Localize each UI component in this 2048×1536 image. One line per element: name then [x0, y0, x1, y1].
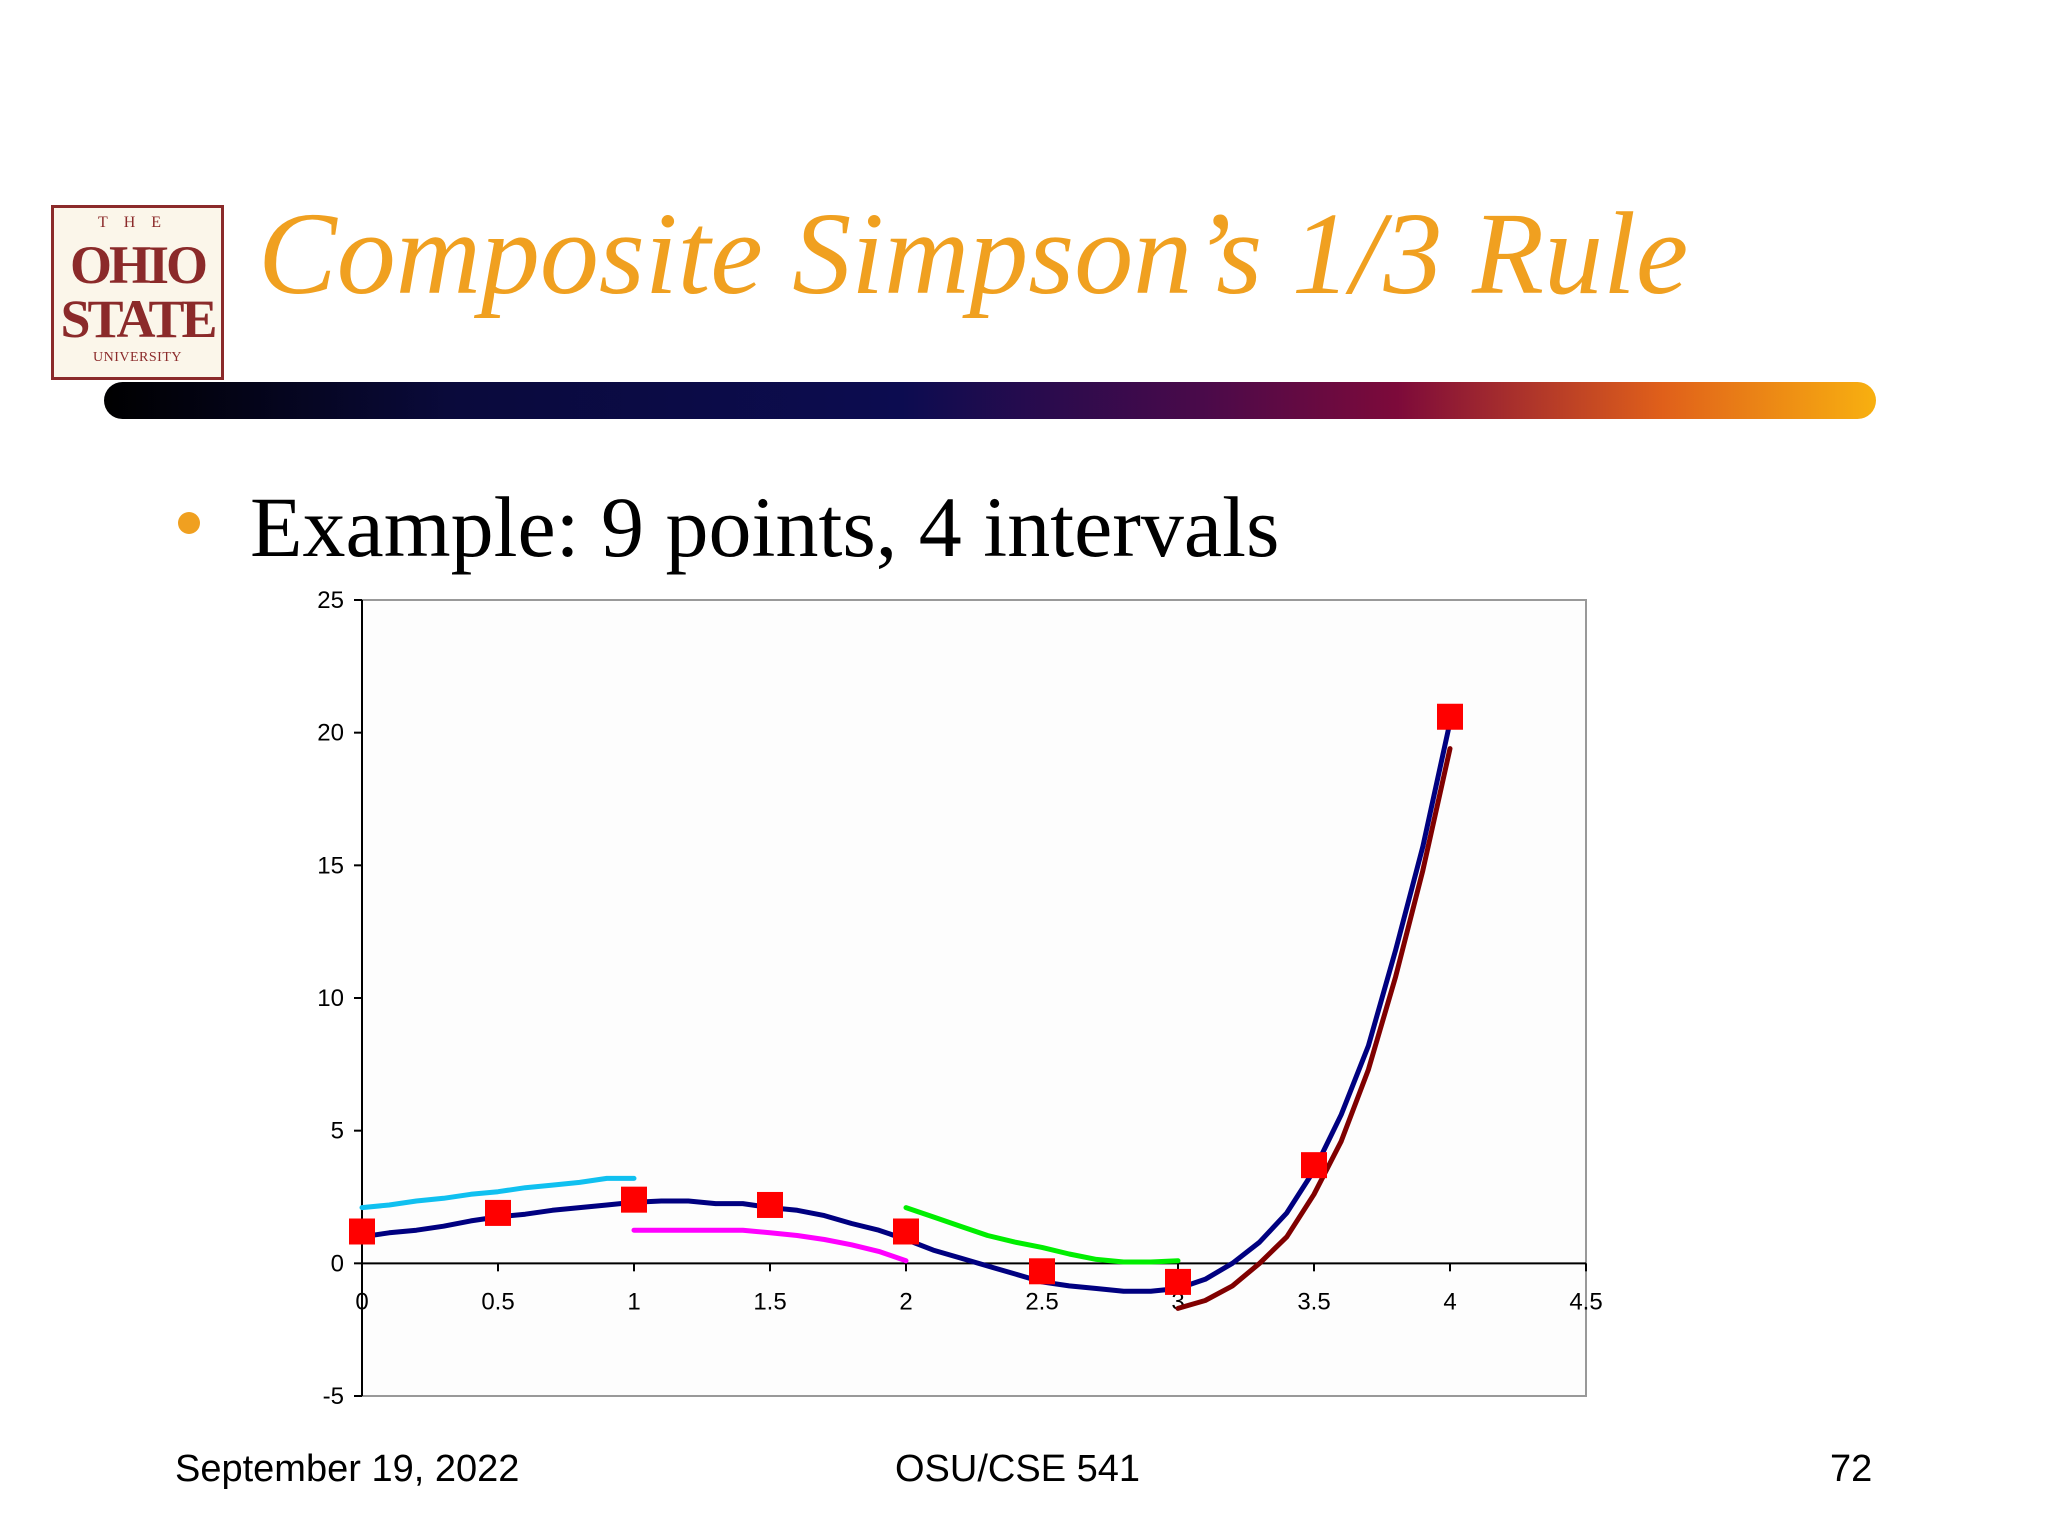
logo-the-text: THE — [97, 214, 178, 231]
y-tick-label: 15 — [317, 852, 344, 879]
logo-ohio-text: OHIO — [69, 235, 208, 295]
title-underline-bar — [104, 382, 1876, 419]
slide-number: 72 — [1830, 1448, 1873, 1490]
bullet-text: Example: 9 points, 4 intervals — [250, 479, 1280, 575]
parabola-segment-2 — [631, 1227, 909, 1264]
x-tick-label: 0 — [355, 1288, 368, 1315]
data-point — [893, 1218, 919, 1245]
y-tick-label: 20 — [317, 720, 344, 747]
parabola-segment-3 — [903, 1205, 1181, 1265]
x-tick-label: 4 — [1443, 1288, 1456, 1315]
footer-date: September 19, 2022 — [175, 1448, 520, 1490]
slide-title: Composite Simpson’s 1/3 Rule — [258, 188, 1689, 319]
data-point — [485, 1199, 511, 1226]
y-tick-label: 0 — [331, 1250, 344, 1277]
footer-course: OSU/CSE 541 — [895, 1448, 1140, 1490]
bullet-dot-icon — [178, 512, 200, 534]
x-tick-label: 1.5 — [753, 1288, 786, 1315]
y-tick-label: 5 — [331, 1118, 344, 1145]
parabola-segment-4 — [1175, 746, 1453, 1311]
data-point — [349, 1218, 375, 1245]
osu-logo: THE OHIO STATE UNIVERSITY — [51, 205, 224, 380]
y-tick-label: 25 — [317, 587, 344, 614]
logo-state-text: STATE — [60, 289, 217, 349]
data-point — [1437, 703, 1463, 730]
data-point — [757, 1191, 783, 1218]
data-point — [1165, 1268, 1191, 1295]
parabola-segment-1 — [359, 1175, 637, 1211]
plot-area — [361, 599, 1587, 1397]
x-tick-label: 1 — [627, 1288, 640, 1315]
y-tick-label: 10 — [317, 985, 344, 1012]
y-tick-label: -5 — [323, 1383, 344, 1410]
x-tick-label: 0.5 — [481, 1288, 514, 1315]
data-point — [1301, 1152, 1327, 1179]
data-point — [1029, 1258, 1055, 1285]
x-tick-label: 4.5 — [1569, 1288, 1602, 1315]
x-tick-label: 3.5 — [1297, 1288, 1330, 1315]
logo-university-text: UNIVERSITY — [93, 350, 182, 365]
data-point — [621, 1186, 647, 1213]
x-tick-label: 2 — [899, 1288, 912, 1315]
x-tick-label: 2.5 — [1025, 1288, 1058, 1315]
